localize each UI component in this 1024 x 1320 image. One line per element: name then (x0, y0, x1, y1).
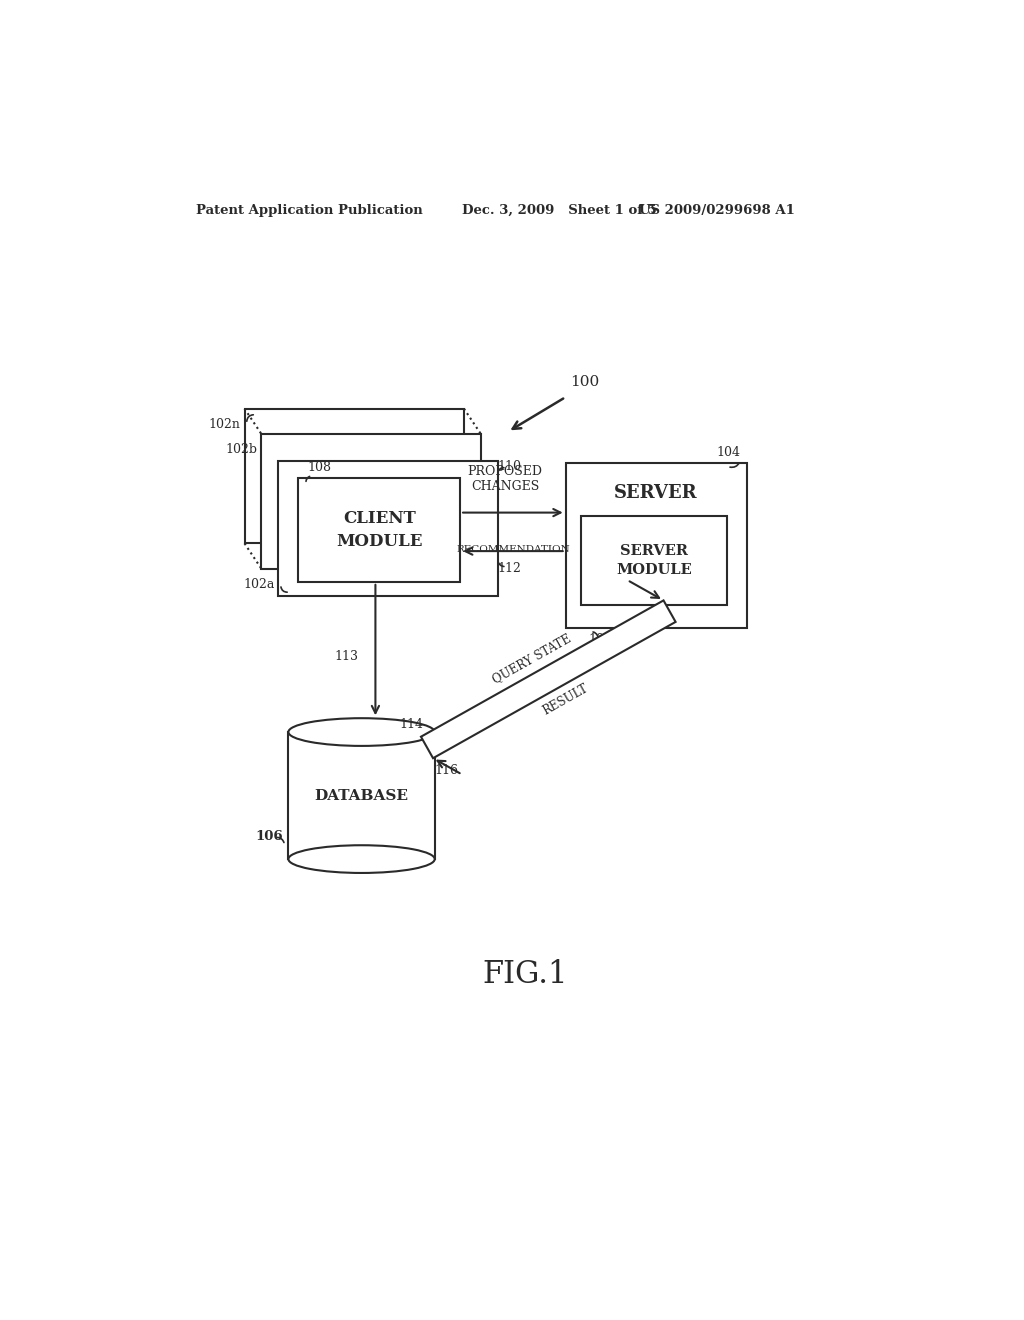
Polygon shape (421, 601, 676, 758)
Text: 106: 106 (255, 829, 283, 842)
Text: SERVER: SERVER (614, 484, 698, 503)
Bar (298, 478, 460, 582)
Text: 102n: 102n (209, 417, 241, 430)
Text: Dec. 3, 2009   Sheet 1 of 5: Dec. 3, 2009 Sheet 1 of 5 (462, 205, 656, 218)
Text: 102a: 102a (243, 578, 274, 591)
Text: 102b: 102b (225, 444, 258, 455)
Ellipse shape (289, 845, 435, 873)
Text: FIG.1: FIG.1 (482, 960, 567, 990)
Text: 109: 109 (589, 634, 612, 647)
Text: SERVER
MODULE: SERVER MODULE (616, 544, 692, 577)
Text: QUERY STATE: QUERY STATE (489, 632, 572, 686)
Text: RECOMMENDATION: RECOMMENDATION (456, 545, 569, 554)
Text: 100: 100 (570, 375, 599, 388)
Text: 108: 108 (307, 461, 332, 474)
Bar (289, 733, 435, 859)
Text: RESULT: RESULT (541, 681, 590, 718)
Text: 116: 116 (434, 764, 459, 777)
Text: Patent Application Publication: Patent Application Publication (196, 205, 423, 218)
Text: CLIENT
MODULE: CLIENT MODULE (336, 510, 423, 550)
Text: 104: 104 (717, 446, 740, 459)
Text: 114: 114 (399, 718, 424, 731)
Bar (581, 516, 727, 605)
Text: 113: 113 (335, 651, 358, 664)
Text: PROPOSED
CHANGES: PROPOSED CHANGES (468, 466, 543, 494)
Bar (261, 434, 481, 569)
Text: US 2009/0299698 A1: US 2009/0299698 A1 (639, 205, 795, 218)
Text: DATABASE: DATABASE (314, 788, 409, 803)
Bar (279, 461, 498, 595)
Ellipse shape (289, 718, 435, 746)
Text: 112: 112 (497, 561, 521, 574)
Bar (245, 409, 464, 544)
Text: 110: 110 (497, 459, 521, 473)
Bar (565, 462, 746, 628)
